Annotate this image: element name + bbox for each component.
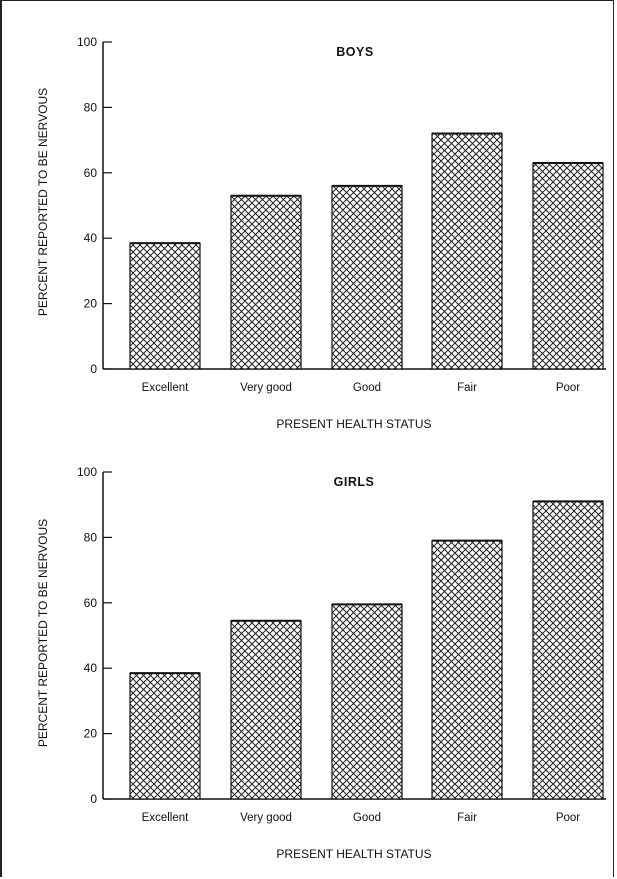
bars xyxy=(129,132,604,370)
bar xyxy=(129,242,201,370)
y-axis-title: PERCENT REPORTED TO BE NERVOUS xyxy=(36,519,50,747)
y-ticks: 0 20 40 60 80 100 xyxy=(77,35,112,376)
bar xyxy=(129,672,201,800)
y-tick-label: 40 xyxy=(84,661,98,675)
x-tick-labels: Excellent Very good Good Fair Poor xyxy=(142,382,581,394)
x-tick-labels: Excellent Very good Good Fair Poor xyxy=(142,812,581,824)
y-tick-label: 40 xyxy=(84,231,98,245)
y-ticks: 0 20 40 60 80 100 xyxy=(77,465,112,806)
x-tick-label: Poor xyxy=(556,382,580,394)
y-axis-title: PERCENT REPORTED TO BE NERVOUS xyxy=(36,88,50,316)
y-tick-label: 100 xyxy=(77,465,97,479)
y-tick-label: 0 xyxy=(90,362,97,376)
x-axis-title: PRESENT HEALTH STATUS xyxy=(276,847,431,861)
x-tick-label: Good xyxy=(353,382,381,394)
bar xyxy=(431,540,503,800)
bar xyxy=(532,162,604,370)
chart-title: BOYS xyxy=(336,45,373,59)
y-tick-label: 80 xyxy=(84,530,98,544)
bar xyxy=(230,195,302,370)
x-tick-label: Excellent xyxy=(142,382,189,394)
x-tick-label: Excellent xyxy=(142,812,189,824)
bar xyxy=(331,603,403,800)
bar xyxy=(532,500,604,800)
y-tick-label: 0 xyxy=(90,792,97,806)
x-tick-label: Fair xyxy=(457,812,477,824)
y-tick-label: 60 xyxy=(84,596,98,610)
bar xyxy=(331,185,403,370)
x-axis-title: PRESENT HEALTH STATUS xyxy=(276,417,431,431)
bar xyxy=(431,132,503,370)
y-tick-label: 20 xyxy=(84,727,98,741)
x-tick-label: Good xyxy=(353,812,381,824)
y-tick-label: 20 xyxy=(84,297,98,311)
y-tick-label: 80 xyxy=(84,100,98,114)
x-tick-label: Very good xyxy=(240,812,292,824)
y-tick-label: 100 xyxy=(77,35,97,49)
x-tick-label: Very good xyxy=(240,382,292,394)
chart-title: GIRLS xyxy=(334,475,375,489)
chart-panel-boys: BOYS PERCENT REPORTED TO BE NERVOUS 0 20 4… xyxy=(36,35,606,431)
bar xyxy=(230,620,302,800)
bars xyxy=(129,500,604,800)
x-tick-label: Poor xyxy=(556,812,580,824)
y-tick-label: 60 xyxy=(84,166,98,180)
x-tick-label: Fair xyxy=(457,382,477,394)
chart-panel-girls: GIRLS PERCENT REPORTED TO BE NERVOUS 0 20… xyxy=(36,465,606,861)
